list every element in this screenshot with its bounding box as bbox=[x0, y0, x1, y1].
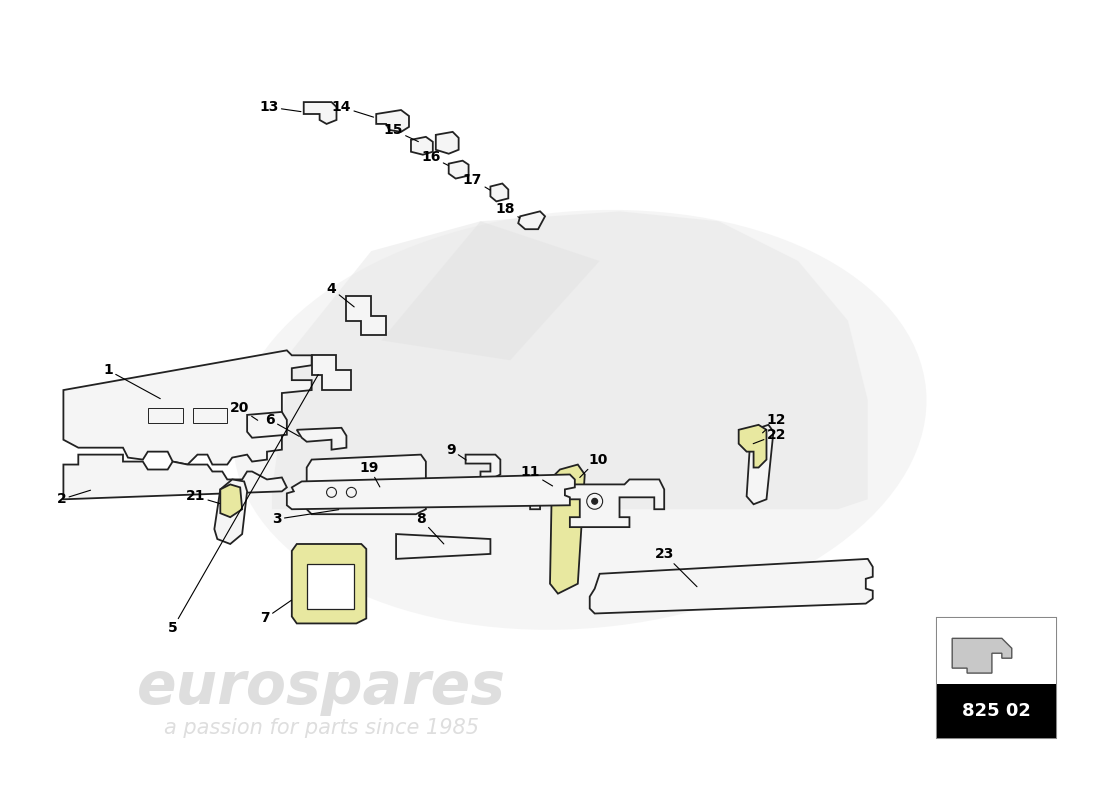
Text: 12: 12 bbox=[762, 413, 786, 433]
Polygon shape bbox=[411, 137, 432, 154]
Text: 10: 10 bbox=[580, 453, 607, 478]
Polygon shape bbox=[747, 425, 773, 504]
Polygon shape bbox=[346, 296, 386, 335]
Polygon shape bbox=[396, 534, 491, 559]
Polygon shape bbox=[307, 454, 426, 514]
Text: 19: 19 bbox=[360, 461, 379, 487]
Text: 6: 6 bbox=[265, 413, 299, 436]
Text: 825 02: 825 02 bbox=[962, 702, 1032, 721]
Text: a passion for parts since 1985: a passion for parts since 1985 bbox=[164, 718, 480, 738]
Polygon shape bbox=[465, 454, 501, 479]
Text: 3: 3 bbox=[272, 510, 339, 526]
Bar bbox=[147, 408, 183, 423]
Text: 22: 22 bbox=[754, 428, 786, 444]
Text: 4: 4 bbox=[327, 282, 354, 307]
Polygon shape bbox=[953, 638, 1012, 673]
Text: 9: 9 bbox=[446, 442, 466, 460]
Circle shape bbox=[592, 498, 597, 504]
Polygon shape bbox=[272, 211, 868, 510]
Polygon shape bbox=[518, 211, 544, 229]
Polygon shape bbox=[297, 428, 346, 450]
Text: 5: 5 bbox=[168, 374, 318, 635]
Bar bbox=[937, 684, 1056, 738]
Text: 13: 13 bbox=[260, 100, 301, 114]
Text: 17: 17 bbox=[463, 173, 490, 190]
Bar bbox=[307, 564, 354, 609]
Text: 2: 2 bbox=[56, 490, 90, 506]
Polygon shape bbox=[214, 479, 248, 544]
Polygon shape bbox=[376, 110, 409, 132]
Text: eurospares: eurospares bbox=[138, 659, 506, 717]
Bar bbox=[192, 408, 228, 423]
Bar bbox=[937, 618, 1056, 684]
Polygon shape bbox=[491, 183, 508, 202]
Polygon shape bbox=[304, 102, 337, 124]
Text: 1: 1 bbox=[103, 363, 161, 398]
Text: 15: 15 bbox=[383, 123, 418, 142]
Text: 11: 11 bbox=[520, 466, 552, 486]
Polygon shape bbox=[739, 425, 767, 467]
Polygon shape bbox=[311, 355, 351, 390]
Polygon shape bbox=[64, 454, 287, 499]
Polygon shape bbox=[449, 161, 469, 178]
Polygon shape bbox=[436, 132, 459, 154]
Text: 23: 23 bbox=[654, 547, 697, 586]
Text: 7: 7 bbox=[261, 600, 292, 626]
Polygon shape bbox=[248, 412, 287, 438]
Text: 18: 18 bbox=[496, 202, 520, 218]
Text: 8: 8 bbox=[416, 512, 443, 544]
Text: 20: 20 bbox=[230, 401, 257, 420]
Polygon shape bbox=[287, 474, 575, 510]
Polygon shape bbox=[530, 479, 664, 527]
Ellipse shape bbox=[233, 210, 926, 630]
Polygon shape bbox=[292, 544, 366, 623]
Polygon shape bbox=[550, 465, 585, 594]
Polygon shape bbox=[382, 222, 600, 360]
Text: 14: 14 bbox=[332, 100, 374, 117]
Bar bbox=[937, 618, 1056, 738]
Polygon shape bbox=[220, 485, 242, 517]
Text: 16: 16 bbox=[421, 150, 448, 166]
Text: 21: 21 bbox=[186, 490, 220, 503]
Polygon shape bbox=[64, 350, 311, 465]
Polygon shape bbox=[590, 559, 872, 614]
